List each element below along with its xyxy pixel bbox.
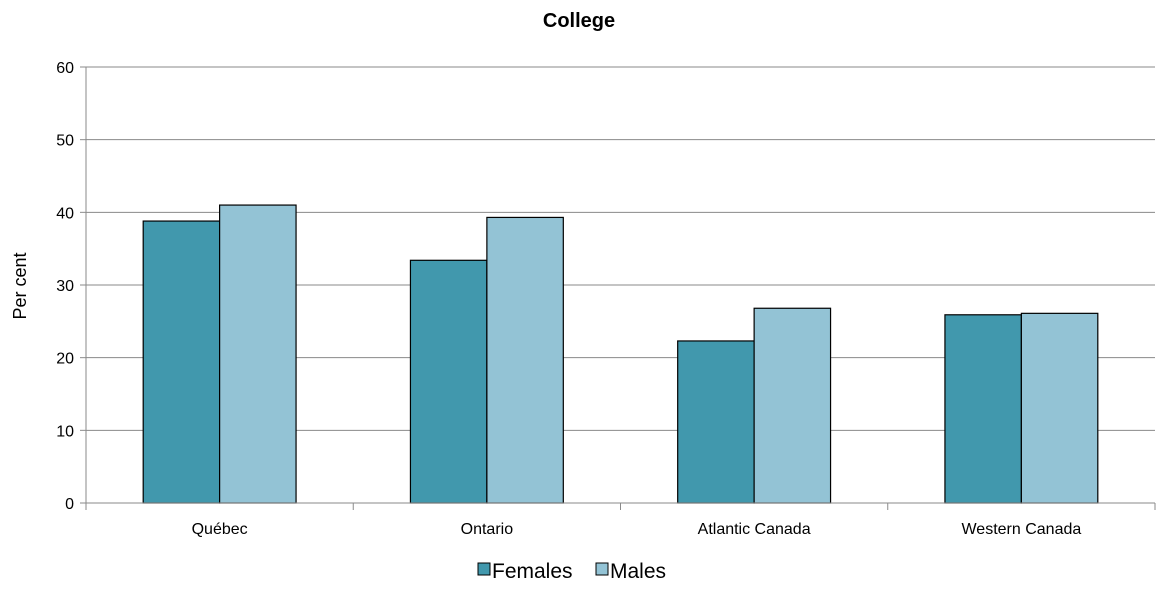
x-tick-label: Atlantic Canada <box>698 521 811 538</box>
legend-label-females: Females <box>492 560 573 583</box>
bar-males-3 <box>753 307 832 504</box>
legend-swatch-females <box>477 562 491 576</box>
axes <box>80 66 1156 510</box>
legend-swatch-males <box>595 562 609 576</box>
bar-females-2 <box>409 259 488 504</box>
x-tick-label: Québec <box>192 521 248 538</box>
tick-labels: 0 10 20 30 40 50 60 Québec Ontario Atlantic Canad… <box>56 60 1081 538</box>
bar-females-3 <box>677 340 755 504</box>
bar-males-2 <box>486 216 564 504</box>
y-tick-label: 50 <box>56 133 74 150</box>
bar-females-4 <box>944 314 1022 504</box>
y-tick-label: 20 <box>56 351 74 368</box>
legend-label-males: Males <box>610 560 666 583</box>
y-tick-label: 10 <box>56 423 74 440</box>
bar-females-1 <box>142 220 221 504</box>
bars <box>142 204 1099 504</box>
y-tick-label: 60 <box>56 60 74 77</box>
y-tick-label: 0 <box>65 496 74 513</box>
bar-males-1 <box>219 204 297 504</box>
y-axis-label: Per cent <box>10 252 30 319</box>
bar-males-4 <box>1020 312 1099 504</box>
chart-title: College <box>543 10 615 32</box>
x-tick-label: Ontario <box>461 521 514 538</box>
y-tick-label: 40 <box>56 205 74 222</box>
legend: Females Males <box>477 560 666 583</box>
y-tick-label: 30 <box>56 278 74 295</box>
x-tick-label: Western Canada <box>961 521 1081 538</box>
